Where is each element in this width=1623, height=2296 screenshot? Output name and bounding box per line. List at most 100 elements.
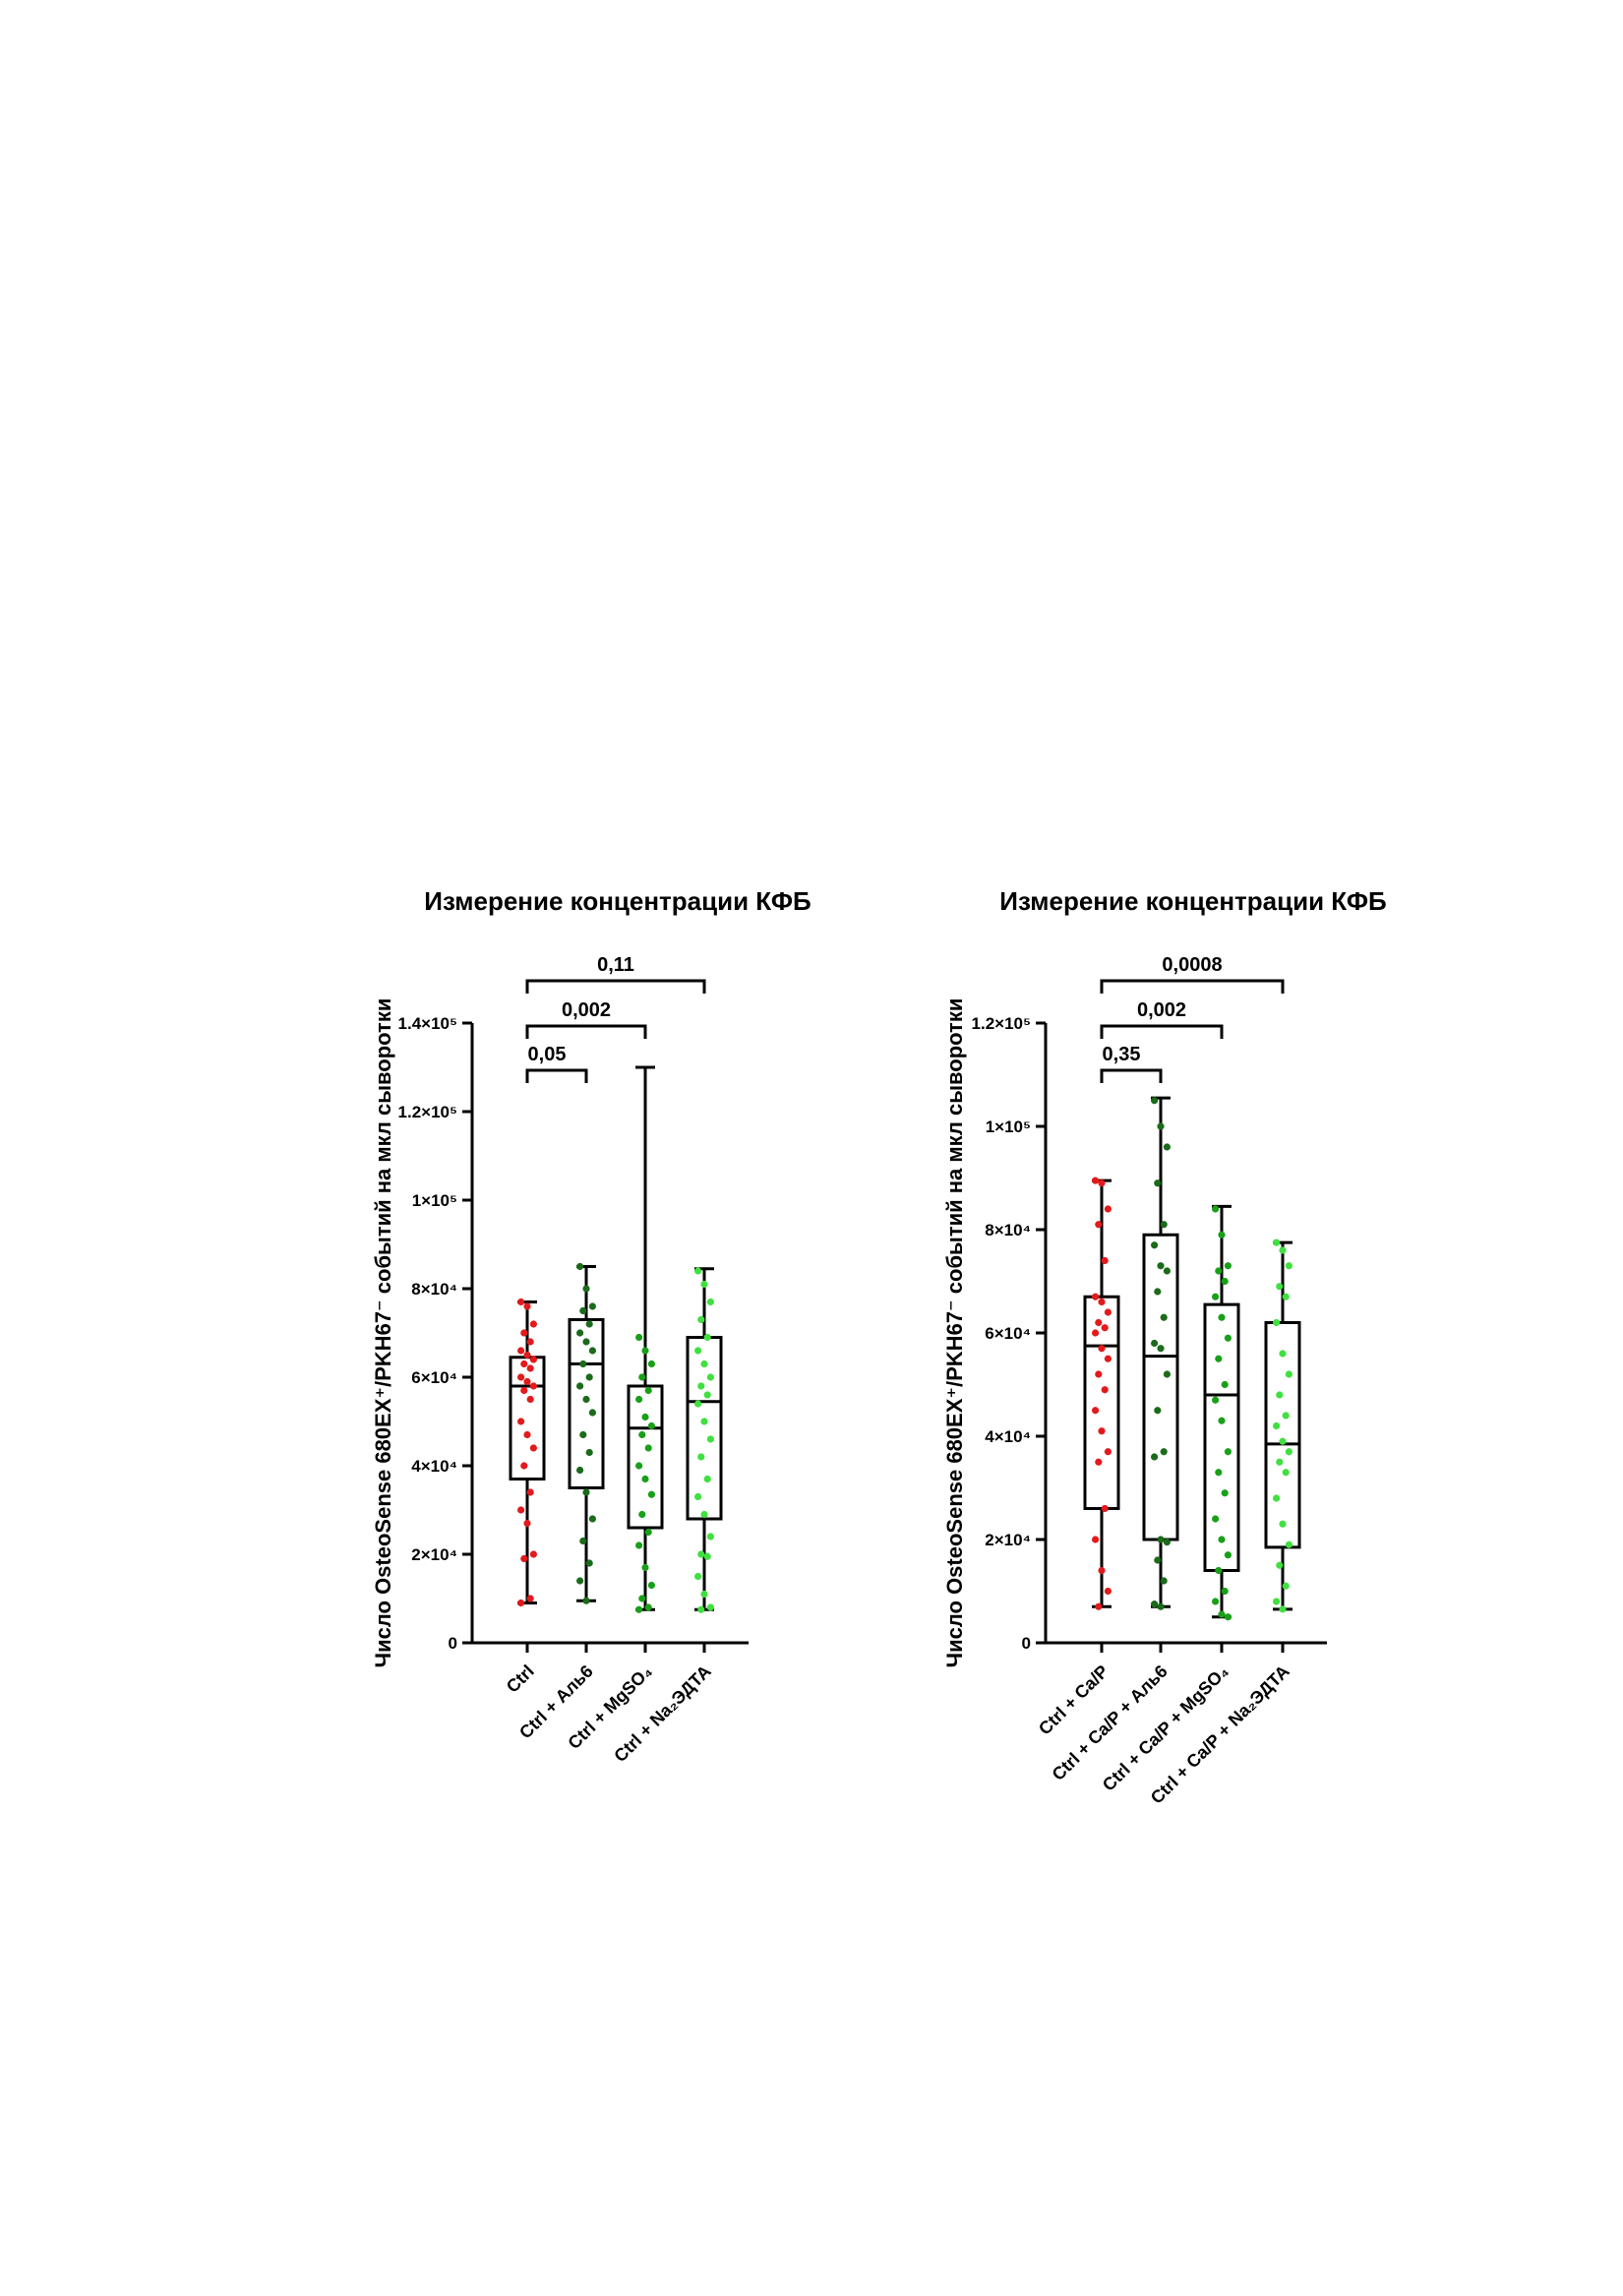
data-point	[644, 1528, 652, 1537]
p-value-label: 0,002	[1137, 999, 1186, 1021]
data-point	[635, 1462, 643, 1470]
box-iqr	[627, 1384, 664, 1530]
data-point	[703, 1391, 711, 1399]
data-point	[1098, 1298, 1106, 1306]
chart-title: Измерение концентрации КФБ	[424, 886, 811, 916]
data-point	[1163, 1267, 1171, 1275]
data-point	[1279, 1437, 1287, 1445]
box-series	[1264, 1239, 1301, 1613]
data-point	[1095, 1602, 1103, 1610]
y-axis-label: Число OsteoSense 680EX⁺/PKH67⁻ событий н…	[371, 998, 395, 1668]
data-point	[520, 1554, 528, 1563]
y-tick-label: 8×10⁴	[985, 1221, 1031, 1239]
data-point	[1285, 1262, 1292, 1270]
data-point	[638, 1510, 646, 1519]
comparison-bracket	[1100, 1068, 1163, 1083]
data-point	[1163, 1370, 1171, 1378]
data-point	[1279, 1246, 1287, 1254]
data-point	[694, 1572, 702, 1581]
data-point	[647, 1490, 656, 1498]
data-point	[576, 1262, 584, 1271]
data-point	[579, 1359, 587, 1368]
data-point	[1218, 1417, 1226, 1424]
data-point	[1215, 1566, 1223, 1575]
data-point	[1151, 1241, 1159, 1249]
data-point	[635, 1333, 643, 1342]
data-point	[517, 1373, 525, 1381]
data-point	[1273, 1239, 1281, 1246]
data-point	[1221, 1277, 1229, 1286]
data-point	[1104, 1448, 1112, 1456]
data-point	[579, 1537, 587, 1545]
data-point	[700, 1590, 708, 1599]
data-point	[529, 1356, 538, 1363]
p-value-label: 0,35	[1103, 1044, 1141, 1065]
data-point	[585, 1448, 593, 1457]
chart-left: Измерение концентрации КФБ Число OsteoSen…	[371, 886, 812, 1766]
y-tick-label: 6×10⁴	[985, 1324, 1031, 1343]
box-series	[686, 1267, 723, 1613]
data-point	[1163, 1143, 1171, 1151]
data-point	[526, 1338, 534, 1346]
box-iqr	[509, 1356, 546, 1480]
data-point	[1212, 1396, 1220, 1404]
data-point	[1101, 1256, 1109, 1265]
data-point	[523, 1519, 531, 1528]
data-point	[582, 1597, 590, 1604]
data-point	[706, 1435, 715, 1443]
data-point	[1285, 1448, 1292, 1456]
data-point	[641, 1563, 649, 1572]
data-point	[697, 1315, 705, 1324]
box-series	[509, 1298, 546, 1607]
box-iqr	[1142, 1233, 1179, 1541]
comparison-bracket	[525, 1068, 588, 1083]
data-point	[1104, 1205, 1112, 1213]
data-point	[700, 1359, 708, 1368]
data-point	[694, 1492, 702, 1501]
data-point	[1285, 1370, 1292, 1378]
data-point	[1273, 1598, 1281, 1605]
data-point	[1282, 1469, 1290, 1477]
data-point	[529, 1320, 538, 1328]
data-point	[700, 1418, 708, 1425]
data-point	[520, 1359, 528, 1368]
data-point	[1098, 1345, 1106, 1353]
data-point	[576, 1466, 584, 1475]
data-point	[1160, 1577, 1168, 1585]
data-point	[1092, 1329, 1100, 1337]
data-point	[638, 1430, 646, 1439]
data-point	[579, 1430, 587, 1439]
data-point	[582, 1488, 590, 1496]
data-point	[697, 1550, 705, 1558]
data-point	[1276, 1391, 1284, 1399]
data-point	[576, 1382, 584, 1390]
data-point	[1279, 1350, 1287, 1358]
data-point	[694, 1347, 702, 1355]
box-iqr	[1264, 1321, 1301, 1549]
y-tick-label: 1×10⁵	[412, 1191, 457, 1210]
data-point	[706, 1603, 715, 1611]
x-category-label: Ctrl	[503, 1662, 538, 1697]
data-point	[644, 1386, 652, 1395]
data-point	[1215, 1267, 1223, 1275]
p-value-label: 0,11	[597, 954, 634, 976]
box-series	[1142, 1096, 1179, 1610]
data-point	[1101, 1504, 1109, 1513]
data-point	[523, 1302, 531, 1310]
data-point	[1218, 1313, 1226, 1321]
data-point	[1095, 1370, 1103, 1378]
data-point	[1221, 1587, 1229, 1596]
data-point	[1157, 1345, 1165, 1353]
data-point	[520, 1462, 528, 1470]
data-point	[697, 1382, 705, 1390]
data-point	[706, 1373, 715, 1381]
data-point	[588, 1347, 597, 1355]
data-point	[1279, 1605, 1287, 1613]
data-point	[1285, 1541, 1292, 1548]
comparison-bracket	[525, 1024, 647, 1039]
data-point	[1218, 1610, 1226, 1618]
data-point	[1221, 1380, 1229, 1389]
data-point	[1282, 1293, 1290, 1300]
box-series	[568, 1262, 605, 1604]
